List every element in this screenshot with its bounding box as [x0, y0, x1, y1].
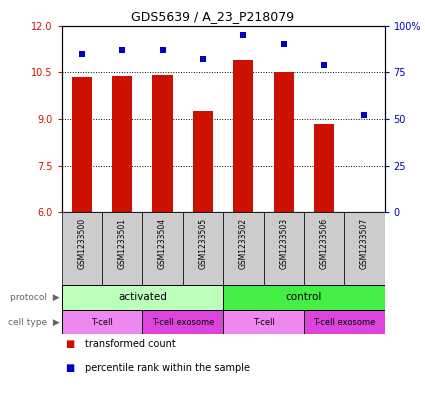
- Bar: [62, 285, 223, 310]
- Text: control: control: [286, 292, 322, 302]
- Bar: [112, 76, 132, 212]
- Bar: [223, 310, 304, 334]
- Point: [320, 62, 327, 68]
- Bar: [354, 211, 374, 212]
- Point: [280, 41, 287, 47]
- Bar: [193, 111, 213, 212]
- Text: T-cell: T-cell: [252, 318, 275, 327]
- Text: GSM1233504: GSM1233504: [158, 218, 167, 269]
- Point: [240, 32, 246, 38]
- Text: transformed count: transformed count: [85, 339, 176, 349]
- Bar: [142, 212, 183, 285]
- Bar: [264, 212, 304, 285]
- Bar: [72, 77, 92, 212]
- Bar: [183, 212, 223, 285]
- Bar: [62, 212, 102, 285]
- Text: ■: ■: [66, 363, 78, 373]
- Bar: [142, 310, 223, 334]
- Bar: [102, 212, 142, 285]
- Text: cell type  ▶: cell type ▶: [8, 318, 60, 327]
- Point: [199, 56, 206, 62]
- Bar: [304, 212, 344, 285]
- Bar: [344, 212, 385, 285]
- Text: GDS5639 / A_23_P218079: GDS5639 / A_23_P218079: [131, 10, 294, 23]
- Point: [78, 50, 85, 57]
- Text: GSM1233507: GSM1233507: [360, 218, 369, 269]
- Text: percentile rank within the sample: percentile rank within the sample: [85, 363, 250, 373]
- Text: GSM1233506: GSM1233506: [320, 218, 329, 269]
- Text: ■: ■: [66, 339, 78, 349]
- Bar: [274, 72, 294, 212]
- Point: [159, 47, 166, 53]
- Bar: [314, 123, 334, 212]
- Text: T-cell exosome: T-cell exosome: [152, 318, 214, 327]
- Bar: [62, 310, 142, 334]
- Point: [361, 112, 368, 118]
- Text: activated: activated: [118, 292, 167, 302]
- Text: GSM1233505: GSM1233505: [198, 218, 207, 269]
- Bar: [233, 60, 253, 212]
- Text: GSM1233500: GSM1233500: [77, 218, 86, 269]
- Text: T-cell exosome: T-cell exosome: [313, 318, 375, 327]
- Text: protocol  ▶: protocol ▶: [10, 293, 60, 302]
- Text: GSM1233501: GSM1233501: [118, 218, 127, 269]
- Bar: [223, 285, 385, 310]
- Bar: [223, 212, 264, 285]
- Text: GSM1233503: GSM1233503: [279, 218, 288, 269]
- Point: [119, 47, 125, 53]
- Text: GSM1233502: GSM1233502: [239, 218, 248, 269]
- Text: T-cell: T-cell: [91, 318, 113, 327]
- Bar: [304, 310, 385, 334]
- Bar: [153, 75, 173, 212]
